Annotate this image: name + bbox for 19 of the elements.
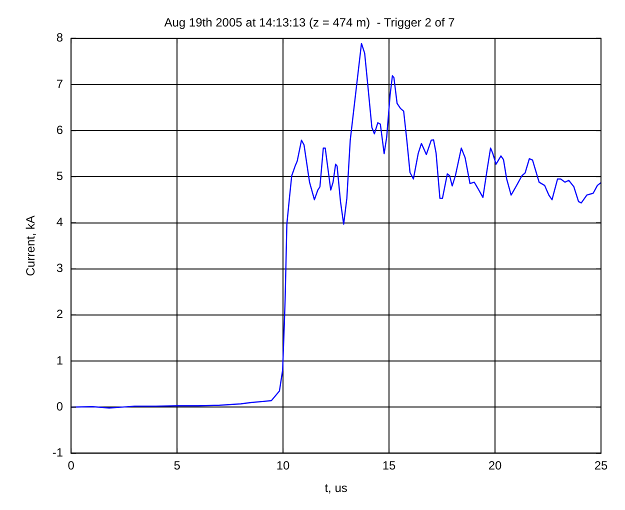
y-tick-label: 0 <box>56 399 64 414</box>
y-axis-title: Current, kA <box>24 215 38 276</box>
y-tick-label: -1 <box>52 446 64 460</box>
y-tick-label: 1 <box>56 353 64 368</box>
y-tick-label: 2 <box>56 307 64 322</box>
x-tick-label: 25 <box>594 458 608 473</box>
x-tick-label: 10 <box>276 458 290 473</box>
y-tick-label: 7 <box>56 76 64 91</box>
y-tick-label: 3 <box>56 261 64 276</box>
x-tick-label: 0 <box>68 458 75 473</box>
y-tick-label: 4 <box>56 215 64 230</box>
y-tick-label: 6 <box>56 122 64 137</box>
chart-title: Aug 19th 2005 at 14:13:13 (z = 474 m) - Trigger 2 of 7 <box>164 16 456 30</box>
y-tick-label: 5 <box>56 168 64 183</box>
x-tick-label: 15 <box>382 458 396 473</box>
x-tick-label: 5 <box>174 458 181 473</box>
x-tick-label: 20 <box>488 458 502 473</box>
x-axis-title: t, us <box>324 481 348 496</box>
y-tick-label: 8 <box>56 30 64 45</box>
